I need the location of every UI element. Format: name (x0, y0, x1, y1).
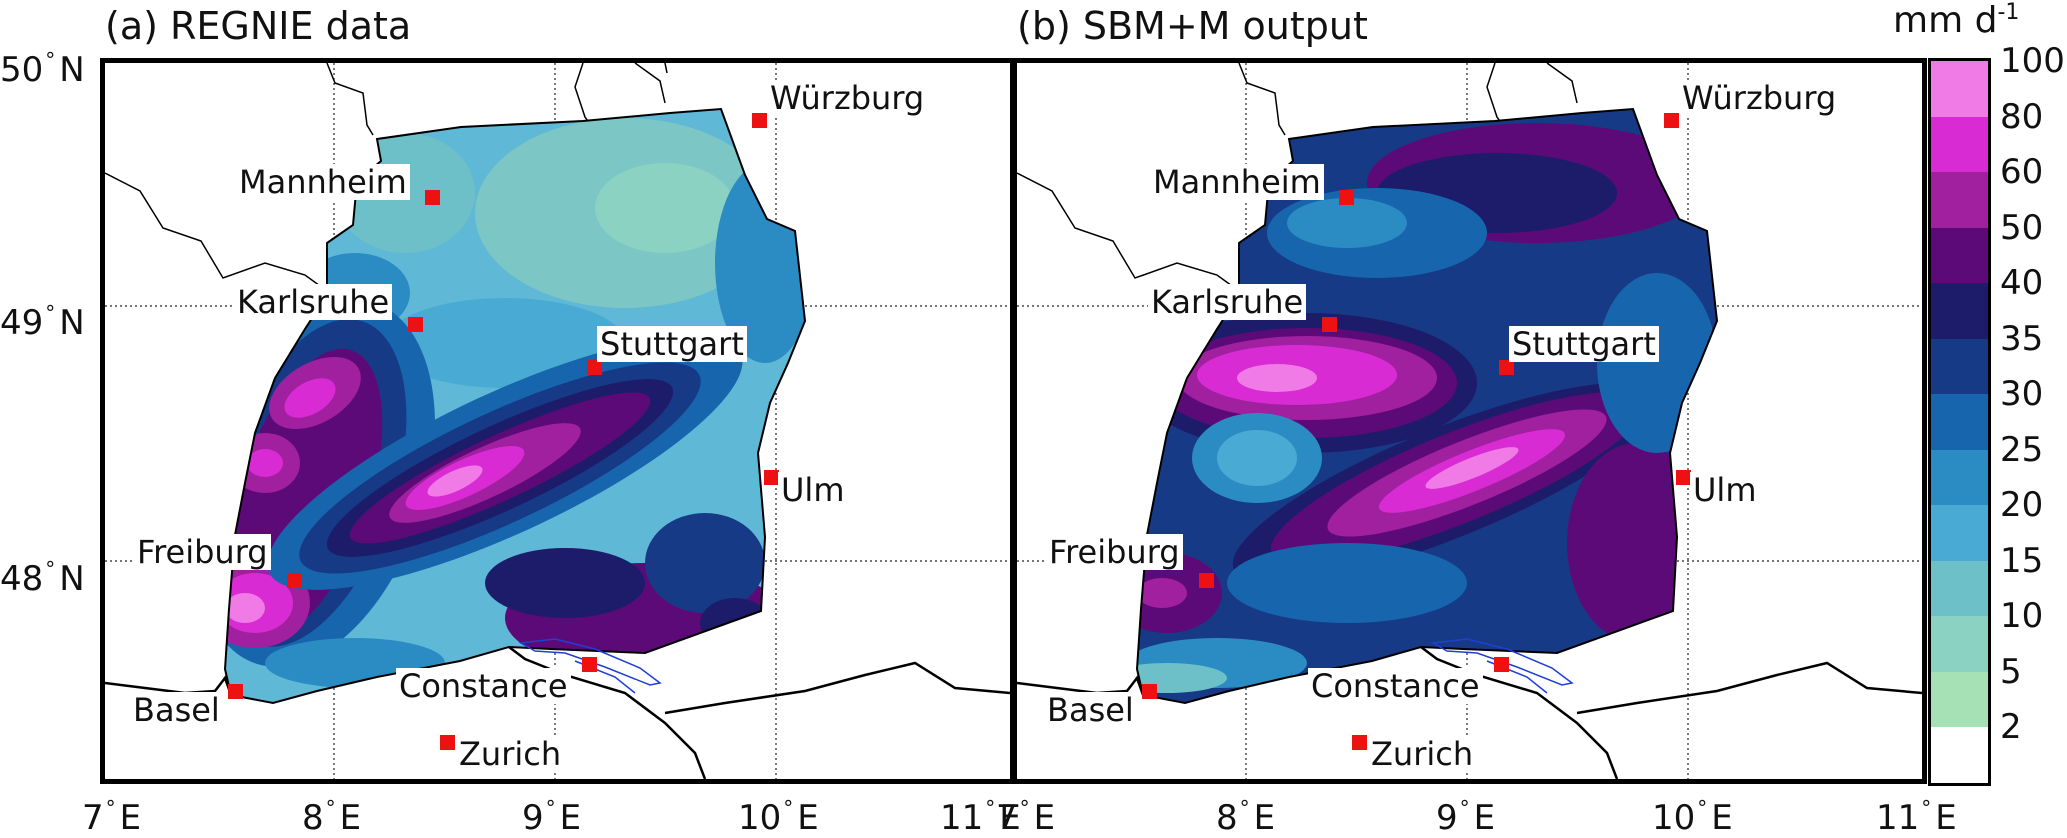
lat-label-50: 50 ° N (0, 48, 85, 90)
city-label-karlsruhe: Karlsruhe (234, 284, 393, 320)
city-label-mannheim-b: Mannheim (1150, 164, 1324, 200)
colorbar-segment (1931, 449, 1988, 506)
city-label-zurich-b: Zurich (1368, 736, 1477, 772)
city-label-freiburg: Freiburg (134, 534, 271, 570)
city-marker-ulm-b (1676, 470, 1691, 485)
colorbar-unit: mm d-1 (1893, 0, 2020, 41)
lon-label-9-a: 9 ° E (522, 796, 582, 838)
lon-label-8-a: 8 ° E (302, 796, 362, 838)
state-border (223, 107, 807, 705)
colorbar-segment (1931, 61, 1988, 117)
colorbar-segment (1931, 560, 1988, 617)
lon-label-10-b: 10 ° E (1652, 796, 1733, 838)
city-marker-mannheim-b (1339, 190, 1354, 205)
colorbar-segment (1931, 727, 1988, 783)
city-marker-karlsruhe-b (1322, 317, 1337, 332)
city-label-stuttgart-b: Stuttgart (1509, 326, 1659, 362)
city-marker-ulm (764, 470, 779, 485)
city-label-wuerzburg: Würzburg (767, 80, 928, 116)
city-marker-freiburg (287, 573, 302, 588)
colorbar-segment (1931, 227, 1988, 284)
colorbar-tick-label: 60 (2000, 152, 2044, 193)
colorbar-tick-label: 15 (2000, 540, 2044, 581)
city-label-zurich: Zurich (456, 736, 565, 772)
city-marker-constance (582, 657, 597, 672)
colorbar-tick-label: 40 (2000, 263, 2044, 304)
lon-label-10-a: 10 ° E (738, 796, 819, 838)
lon-label-8-b: 8 ° E (1216, 796, 1276, 838)
city-marker-constance-b (1494, 657, 1509, 672)
lon-label-9-b: 9 ° E (1436, 796, 1496, 838)
city-label-basel: Basel (130, 692, 223, 728)
city-marker-wuerzburg-b (1664, 113, 1679, 128)
lat-label-48: 48 ° N (0, 557, 85, 599)
colorbar-tick-label: 35 (2000, 318, 2044, 359)
city-marker-zurich (440, 735, 455, 750)
city-label-ulm: Ulm (778, 472, 848, 508)
colorbar-tick-label: 20 (2000, 485, 2044, 526)
city-label-freiburg-b: Freiburg (1046, 534, 1183, 570)
colorbar-segment (1931, 172, 1988, 228)
colorbar-tick-label: 2 (2000, 707, 2022, 748)
city-label-constance-b: Constance (1308, 668, 1483, 704)
city-marker-zurich-b (1352, 735, 1367, 750)
city-marker-wuerzburg (752, 113, 767, 128)
city-marker-mannheim (425, 190, 440, 205)
city-label-basel-b: Basel (1044, 692, 1137, 728)
city-marker-basel-b (1142, 684, 1157, 699)
city-label-constance: Constance (396, 668, 571, 704)
city-marker-basel (228, 684, 243, 699)
lon-label-7-a: 7 ° E (82, 796, 142, 838)
colorbar-segment (1931, 338, 1988, 395)
colorbar-tick-label: 25 (2000, 429, 2044, 470)
precip-map-sbm (1017, 63, 1922, 779)
sbm-precip-field (1137, 123, 1717, 693)
colorbar-segment (1931, 505, 1988, 561)
colorbar (1928, 58, 1991, 786)
map-panel-sbm (1012, 58, 1927, 784)
colorbar-segment (1931, 616, 1988, 672)
city-label-mannheim: Mannheim (236, 164, 410, 200)
panel-a-title: (a) REGNIE data (105, 4, 412, 48)
lat-label-49: 49 ° N (0, 301, 85, 343)
colorbar-tick-label: 5 (2000, 651, 2022, 692)
city-label-ulm-b: Ulm (1690, 472, 1760, 508)
city-marker-freiburg-b (1199, 573, 1214, 588)
colorbar-segment (1931, 283, 1988, 339)
colorbar-tick-label: 30 (2000, 374, 2044, 415)
city-marker-karlsruhe (408, 317, 423, 332)
city-label-karlsruhe-b: Karlsruhe (1148, 284, 1307, 320)
lon-label-11-b: 11 ° E (1876, 796, 1957, 838)
city-label-stuttgart: Stuttgart (597, 326, 747, 362)
colorbar-tick-label: 100 (2000, 41, 2065, 81)
colorbar-segment (1931, 116, 1988, 173)
colorbar-segment (1931, 394, 1988, 450)
city-marker-stuttgart-b (1499, 360, 1514, 375)
lon-label-7-b: 7 ° E (996, 796, 1056, 838)
colorbar-segment (1931, 671, 1988, 728)
colorbar-tick-label: 50 (2000, 207, 2044, 248)
colorbar-tick-label: 80 (2000, 96, 2044, 137)
panel-b-title: (b) SBM+M output (1017, 4, 1368, 48)
city-label-wuerzburg-b: Würzburg (1679, 80, 1840, 116)
map-panel-regnie (100, 58, 1015, 784)
city-marker-stuttgart (587, 360, 602, 375)
colorbar-tick-label: 10 (2000, 596, 2044, 637)
precip-map-regnie (105, 63, 1010, 779)
